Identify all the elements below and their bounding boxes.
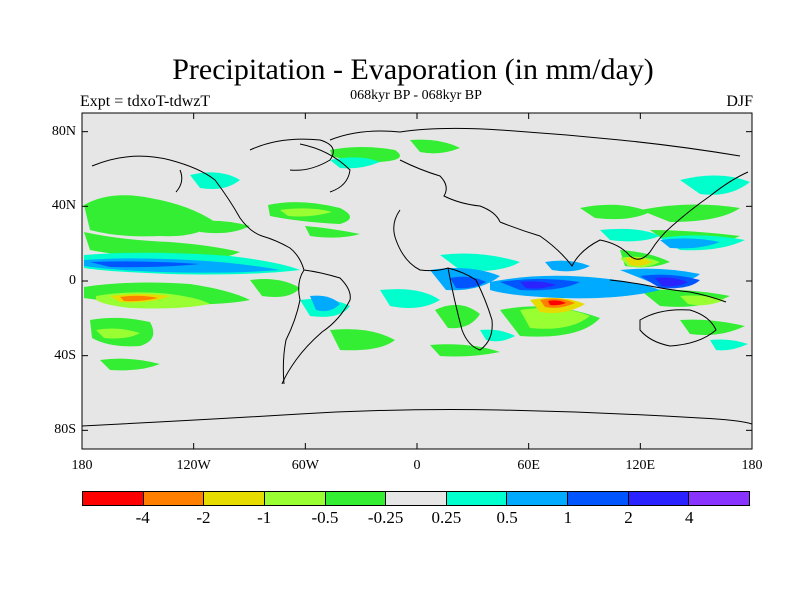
axis-ticks [81, 113, 753, 449]
colorbar-label: -0.5 [311, 508, 339, 527]
colorbar-segment [568, 492, 629, 505]
colorbar-segment [325, 492, 387, 505]
lat-tick-label: 80N [51, 123, 76, 139]
red-field [548, 300, 566, 306]
chart-title: Precipitation - Evaporation (in mm/day) [172, 53, 654, 86]
lat-tick-label: 0 [69, 273, 76, 288]
lat-tick-label: 40S [54, 347, 76, 363]
colorbar-segment [386, 492, 447, 505]
lat-tick-label: 40N [51, 198, 76, 214]
lon-tick-label: 60W [291, 458, 319, 473]
colorbar-segment [143, 492, 205, 505]
lon-tick-label: 120W [176, 458, 211, 473]
lon-tick-label: 60E [517, 458, 540, 473]
lon-tick-label: 0 [413, 458, 421, 473]
colorbar-segment [83, 492, 144, 505]
colorbar-segment [628, 492, 690, 505]
colorbar-label: 1 [563, 508, 573, 527]
map-background [82, 113, 752, 449]
colorbar-label: -2 [196, 508, 211, 527]
experiment-label: Expt = tdxoT-tdwzT [80, 93, 211, 110]
colorbar-label: -4 [135, 508, 150, 527]
chart-subtitle: 068kyr BP - 068kyr BP [350, 88, 482, 103]
positive-very-strong-field [520, 277, 688, 289]
colorbar-segment [507, 492, 569, 505]
precip-evap-field [82, 127, 752, 427]
lon-tick-label: 120E [625, 458, 656, 473]
lon-tick-label: 180 [741, 458, 763, 473]
colorbar-segment [446, 492, 508, 505]
coastlines [82, 127, 752, 427]
lon-tick-label: 180 [71, 458, 93, 473]
colorbar [82, 491, 750, 506]
colorbar-segment [264, 492, 326, 505]
colorbar-label: 2 [624, 508, 633, 527]
colorbar-label: -1 [257, 508, 272, 527]
colorbar-label: 0.5 [496, 508, 518, 527]
colorbar-label: 4 [685, 508, 694, 527]
colorbar-segment [204, 492, 265, 505]
season-label: DJF [726, 93, 753, 110]
colorbar-label: -0.25 [367, 508, 404, 527]
lat-tick-label: 80S [54, 422, 76, 438]
colorbar-label: 0.25 [431, 508, 462, 527]
colorbar-segment [689, 492, 750, 505]
